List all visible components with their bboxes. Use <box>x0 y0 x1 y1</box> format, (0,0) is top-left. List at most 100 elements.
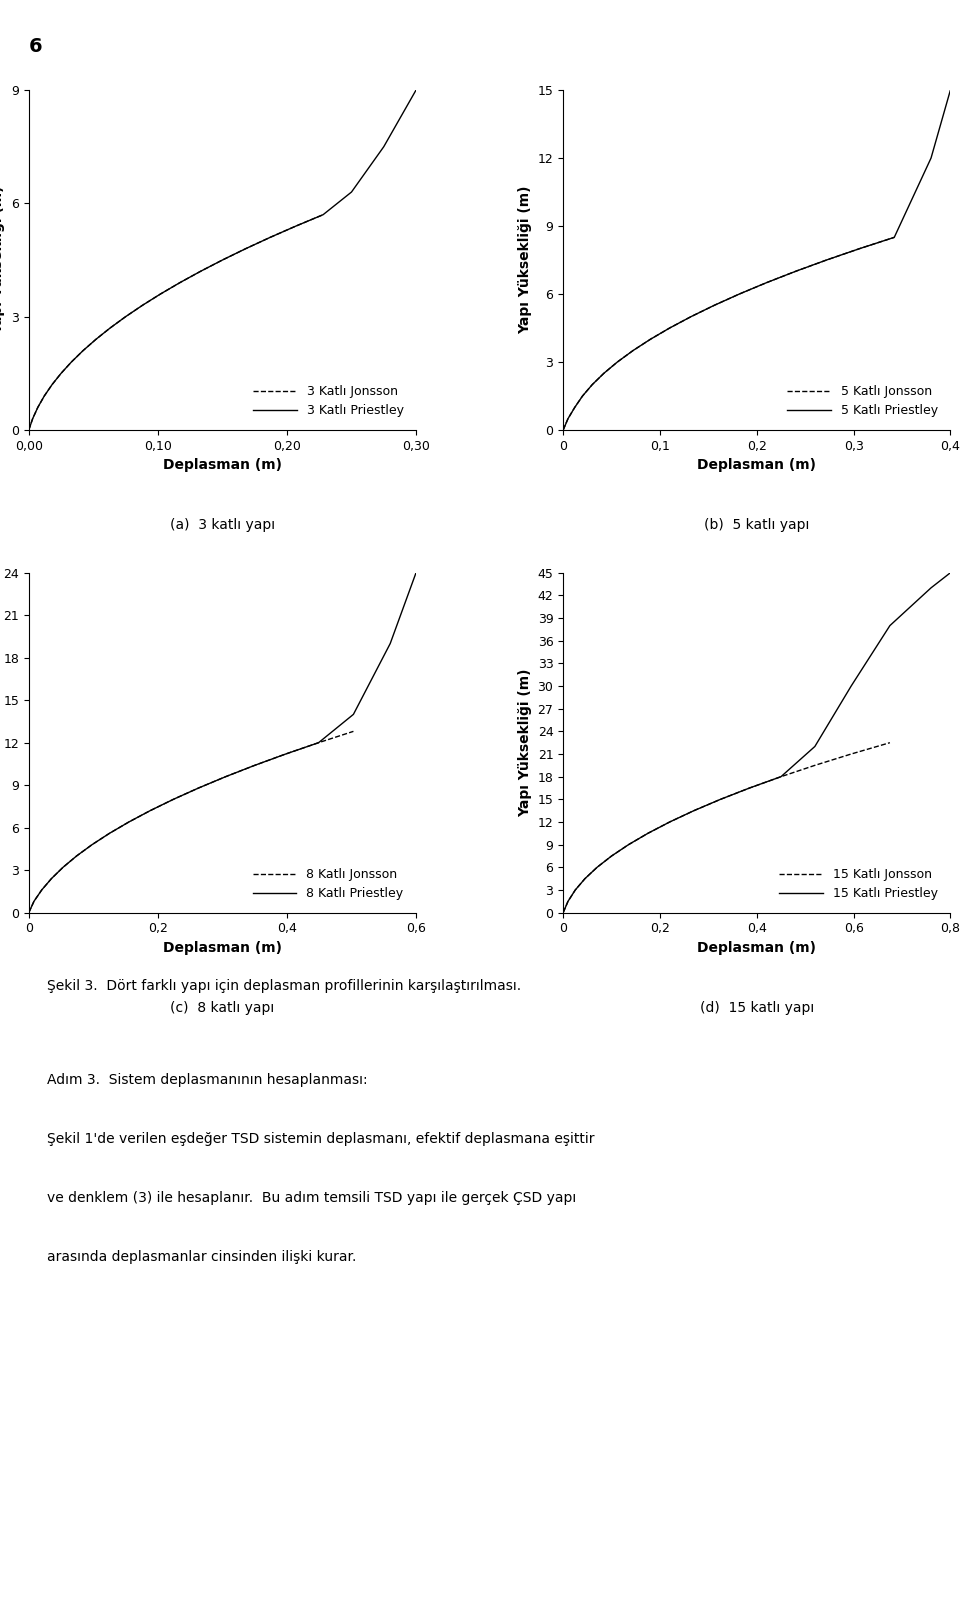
Text: (a)  3 katlı yapı: (a) 3 katlı yapı <box>170 518 275 533</box>
3 Katlı Priestley <box>290 217 301 236</box>
15 Katlı Priestley <box>563 892 574 911</box>
3 Katlı Jonsson <box>240 239 252 258</box>
3 Katlı Jonsson <box>77 342 88 361</box>
3 Katlı Jonsson <box>120 306 132 326</box>
5 Katlı Jonsson <box>790 261 802 281</box>
Legend: 15 Katlı Jonsson, 15 Katlı Priestley: 15 Katlı Jonsson, 15 Katlı Priestley <box>773 861 944 906</box>
5 Katlı Priestley <box>558 420 569 439</box>
3 Katlı Priestley <box>27 409 38 428</box>
5 Katlı Priestley <box>587 375 598 395</box>
3 Katlı Priestley <box>56 364 67 383</box>
8 Katlı Priestley <box>193 778 204 797</box>
15 Katlı Jonsson <box>569 881 581 900</box>
8 Katlı Priestley <box>144 800 156 820</box>
15 Katlı Jonsson <box>642 824 654 844</box>
15 Katlı Priestley <box>884 616 896 635</box>
8 Katlı Jonsson <box>23 903 35 922</box>
8 Katlı Priestley <box>71 847 83 866</box>
5 Katlı Priestley <box>760 273 772 292</box>
15 Katlı Priestley <box>945 563 956 582</box>
3 Katlı Jonsson <box>38 387 50 406</box>
15 Katlı Priestley <box>688 800 700 820</box>
8 Katlı Jonsson <box>58 858 69 877</box>
15 Katlı Jonsson <box>591 858 603 877</box>
3 Katlı Jonsson <box>290 217 301 236</box>
15 Katlı Priestley <box>744 778 756 797</box>
3 Katlı Priestley <box>65 353 77 372</box>
15 Katlı Priestley <box>846 677 857 696</box>
15 Katlı Priestley <box>664 812 676 831</box>
8 Katlı Priestley <box>220 767 231 786</box>
3 Katlı Jonsson <box>195 261 206 281</box>
5 Katlı Jonsson <box>563 409 574 428</box>
5 Katlı Jonsson <box>587 375 598 395</box>
Line: 3 Katlı Priestley: 3 Katlı Priestley <box>29 90 416 430</box>
3 Katlı Priestley <box>378 136 390 156</box>
3 Katlı Jonsson <box>27 409 38 428</box>
3 Katlı Jonsson <box>32 398 43 417</box>
8 Katlı Priestley <box>58 858 69 877</box>
Text: Şekil 3.  Dört farklı yapı için deplasman profillerinin karşılaştırılması.: Şekil 3. Dört farklı yapı için deplasman… <box>47 978 521 993</box>
5 Katlı Jonsson <box>598 364 610 383</box>
5 Katlı Jonsson <box>760 273 772 292</box>
15 Katlı Priestley <box>715 789 727 808</box>
5 Katlı Priestley <box>925 149 937 168</box>
Legend: 8 Katlı Jonsson, 8 Katlı Priestley: 8 Katlı Jonsson, 8 Katlı Priestley <box>247 861 410 906</box>
8 Katlı Jonsson <box>104 824 115 844</box>
8 Katlı Jonsson <box>71 847 83 866</box>
Legend: 3 Katlı Jonsson, 3 Katlı Priestley: 3 Katlı Jonsson, 3 Katlı Priestley <box>247 379 410 423</box>
15 Katlı Jonsson <box>688 800 700 820</box>
5 Katlı Priestley <box>790 261 802 281</box>
3 Katlı Priestley <box>90 330 102 350</box>
15 Katlı Jonsson <box>809 755 821 775</box>
15 Katlı Jonsson <box>558 903 569 922</box>
8 Katlı Priestley <box>104 824 115 844</box>
Text: arasında deplasmanlar cinsinden ilişki kurar.: arasında deplasmanlar cinsinden ilişki k… <box>47 1250 356 1264</box>
3 Katlı Jonsson <box>318 205 329 225</box>
8 Katlı Priestley <box>28 892 39 911</box>
3 Katlı Jonsson <box>46 375 58 395</box>
5 Katlı Priestley <box>685 306 697 326</box>
3 Katlı Priestley <box>136 295 148 314</box>
8 Katlı Jonsson <box>313 733 324 752</box>
8 Katlı Priestley <box>384 634 396 653</box>
X-axis label: Deplasman (m): Deplasman (m) <box>163 459 282 472</box>
3 Katlı Priestley <box>23 420 35 439</box>
8 Katlı Jonsson <box>46 869 58 889</box>
3 Katlı Priestley <box>195 261 206 281</box>
Text: 6: 6 <box>29 37 42 56</box>
Text: (c)  8 katlı yapı: (c) 8 katlı yapı <box>170 1001 275 1015</box>
3 Katlı Priestley <box>46 375 58 395</box>
3 Katlı Priestley <box>217 250 228 269</box>
15 Katlı Priestley <box>642 824 654 844</box>
X-axis label: Deplasman (m): Deplasman (m) <box>163 942 282 954</box>
5 Katlı Jonsson <box>644 330 656 350</box>
5 Katlı Jonsson <box>664 318 676 337</box>
8 Katlı Priestley <box>410 563 421 582</box>
3 Katlı Priestley <box>77 342 88 361</box>
Text: Adım 3.  Sistem deplasmanının hesaplanması:: Adım 3. Sistem deplasmanının hesaplanmas… <box>47 1073 368 1088</box>
5 Katlı Priestley <box>889 228 900 247</box>
5 Katlı Priestley <box>664 318 676 337</box>
8 Katlı Priestley <box>86 836 98 855</box>
Text: (b)  5 katlı yapı: (b) 5 katlı yapı <box>704 518 809 533</box>
8 Katlı Priestley <box>36 881 47 900</box>
5 Katlı Priestley <box>598 364 610 383</box>
8 Katlı Jonsson <box>86 836 98 855</box>
Line: 15 Katlı Priestley: 15 Katlı Priestley <box>564 573 950 913</box>
Line: 15 Katlı Jonsson: 15 Katlı Jonsson <box>564 743 890 913</box>
3 Katlı Jonsson <box>23 420 35 439</box>
8 Katlı Priestley <box>313 733 324 752</box>
3 Katlı Jonsson <box>136 295 148 314</box>
8 Katlı Priestley <box>46 869 58 889</box>
3 Katlı Priestley <box>240 239 252 258</box>
5 Katlı Priestley <box>644 330 656 350</box>
3 Katlı Jonsson <box>264 228 276 247</box>
Line: 3 Katlı Jonsson: 3 Katlı Jonsson <box>29 215 324 430</box>
3 Katlı Priestley <box>174 273 185 292</box>
Line: 5 Katlı Jonsson: 5 Katlı Jonsson <box>564 237 895 430</box>
Legend: 5 Katlı Jonsson, 5 Katlı Priestley: 5 Katlı Jonsson, 5 Katlı Priestley <box>780 379 944 423</box>
5 Katlı Jonsson <box>733 284 745 303</box>
15 Katlı Priestley <box>623 836 635 855</box>
X-axis label: Deplasman (m): Deplasman (m) <box>697 459 816 472</box>
